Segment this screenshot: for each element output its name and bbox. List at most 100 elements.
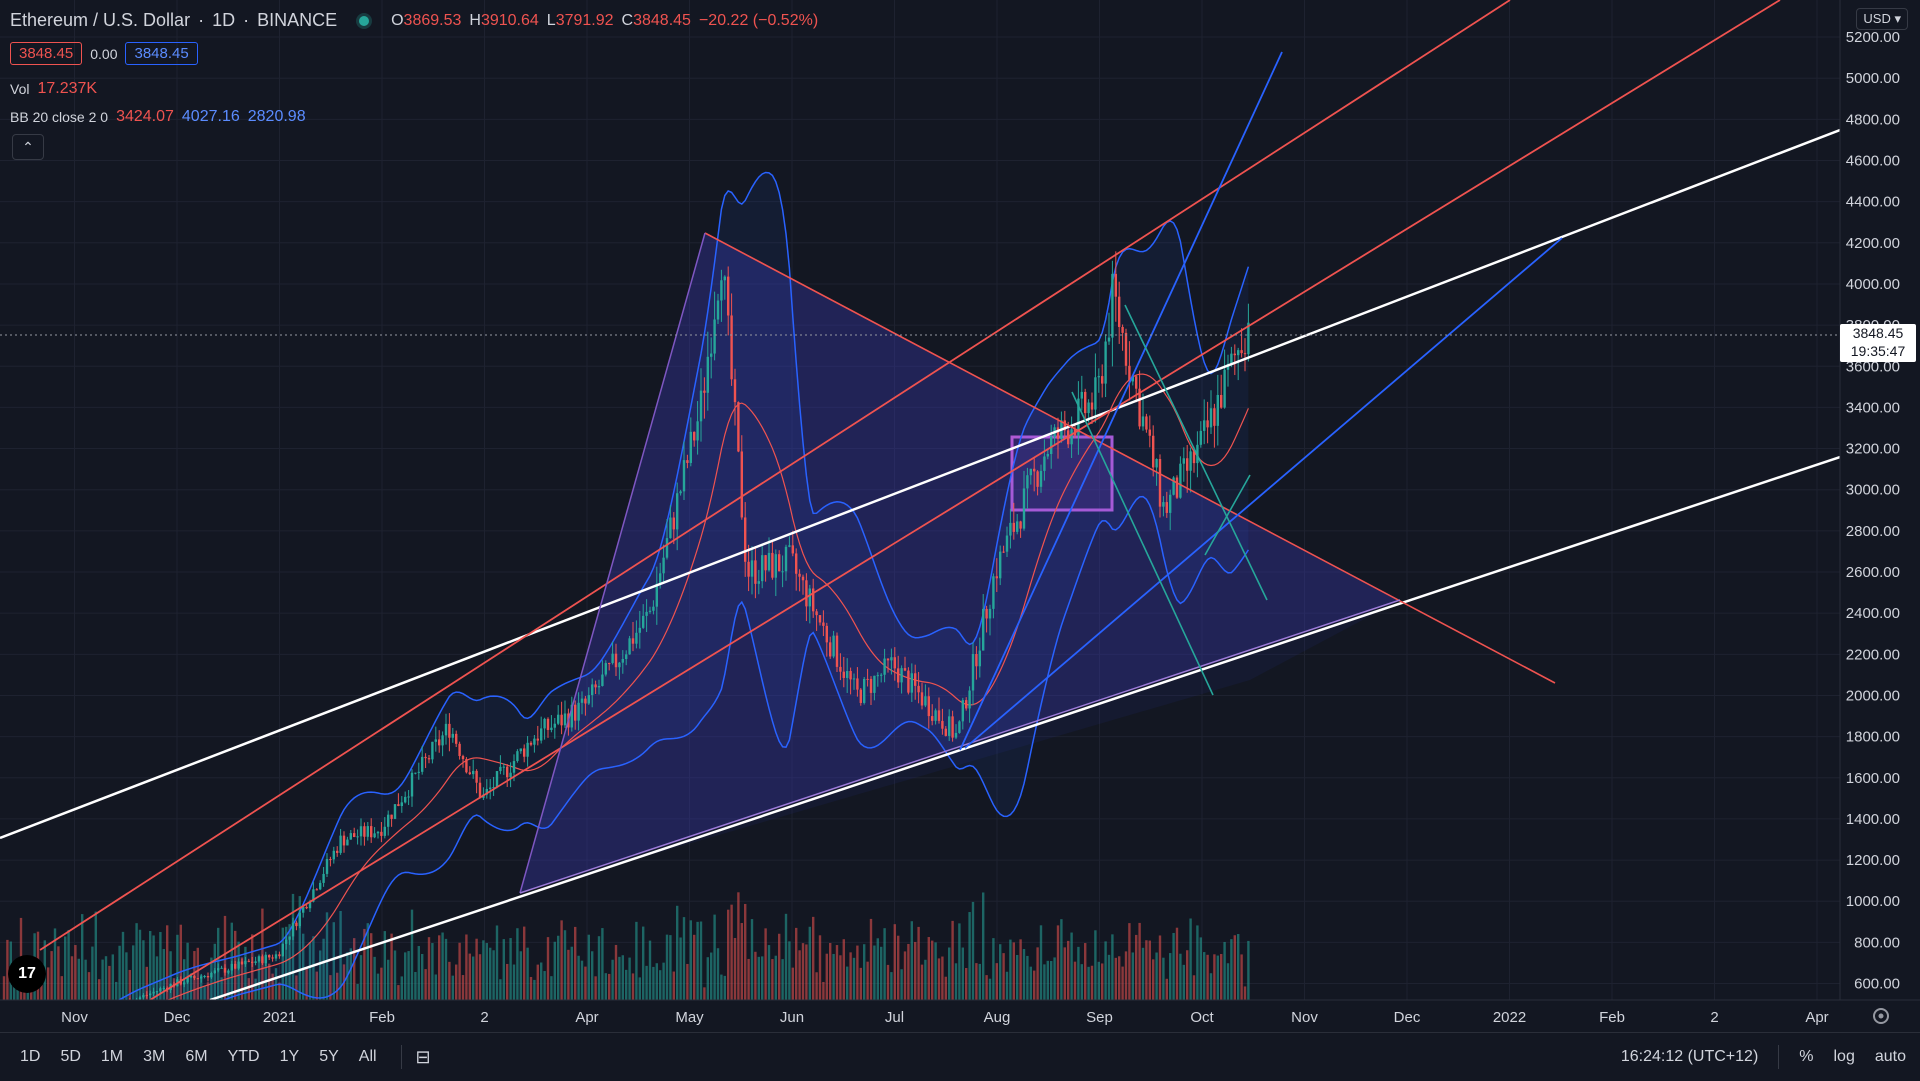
gear-icon[interactable]	[1873, 1008, 1889, 1024]
candle-body	[118, 1006, 120, 1007]
candle-body	[1192, 451, 1196, 464]
change-value: −20.22 (−0.52%)	[698, 11, 819, 29]
volume-bar	[302, 933, 305, 1000]
candle-body	[10, 1024, 12, 1025]
volume-bar	[1009, 939, 1012, 1000]
volume-bar	[1240, 954, 1243, 1000]
candle-body	[1012, 522, 1015, 532]
volume-bar	[138, 929, 142, 1000]
price-axis[interactable]: 600.00 800.00 1000.00 1200.00 1400.00 1600.00…	[1846, 29, 1900, 993]
volume-bar	[1114, 957, 1117, 1000]
volume-bar	[370, 933, 373, 1000]
time-axis[interactable]: Nov Dec 2021 Feb 2 Apr May Jun Jul Aug Sep Oct Nov De…	[61, 1009, 1829, 1026]
range-button-1d[interactable]: 1D	[20, 1048, 41, 1065]
volume-bar	[954, 963, 958, 1000]
tradingview-logo[interactable]: 17	[8, 955, 46, 993]
x-tick-label: Nov	[1291, 1009, 1318, 1026]
candle-body	[1162, 502, 1165, 507]
range-button-3m[interactable]: 3M	[143, 1048, 166, 1065]
candle-body	[1155, 459, 1158, 468]
candle-body	[1114, 273, 1117, 297]
candle-body	[594, 684, 597, 688]
candle-body	[825, 625, 828, 643]
candle-body	[213, 970, 216, 973]
candle-body	[1036, 471, 1039, 487]
candle-body	[1104, 341, 1107, 384]
volume-bar	[808, 926, 811, 1000]
candle-body	[414, 772, 417, 774]
log-toggle[interactable]: log	[1833, 1048, 1855, 1065]
candle-body	[380, 831, 383, 836]
volume-bar	[356, 983, 359, 1000]
candle-body	[281, 943, 284, 957]
volume-bar	[407, 951, 410, 1000]
auto-toggle[interactable]: auto	[1874, 1048, 1906, 1065]
volume-bar	[444, 938, 448, 1000]
volume-label: Vol	[10, 81, 30, 97]
volume-bar	[455, 964, 458, 1000]
range-button-5y[interactable]: 5Y	[319, 1048, 339, 1065]
volume-legend[interactable]: Vol 17.237K	[10, 80, 97, 98]
y-tick-label: 1000.00	[1846, 893, 1900, 910]
candle-body	[965, 700, 968, 709]
candle-body	[608, 663, 611, 665]
candle-body	[635, 632, 638, 644]
volume-bar	[47, 967, 50, 1000]
candle-body	[903, 668, 907, 671]
candle-body	[682, 460, 686, 492]
candle-body	[1107, 337, 1111, 342]
date-range-icon[interactable]: ⊟	[415, 1046, 431, 1067]
volume-bar	[115, 981, 118, 1000]
percent-toggle[interactable]: %	[1799, 1048, 1814, 1065]
volume-bar	[703, 987, 706, 1000]
candle-body	[458, 743, 461, 757]
range-button-6m[interactable]: 6M	[185, 1048, 208, 1065]
currency-button[interactable]: USD ▾	[1856, 8, 1908, 30]
volume-bar	[1223, 941, 1226, 1000]
candle-body	[108, 1011, 110, 1012]
volume-bar	[937, 958, 941, 1000]
sell-button[interactable]: 3848.45	[10, 42, 83, 65]
candle-body	[485, 788, 488, 795]
candle-body	[842, 671, 845, 678]
range-button-5d[interactable]: 5D	[60, 1048, 81, 1065]
chart-canvas[interactable]: 600.00 800.00 1000.00 1200.00 1400.00 1600.00…	[0, 0, 1920, 1032]
volume-bar	[601, 928, 604, 1000]
candle-body	[502, 766, 505, 768]
candle-body	[186, 977, 189, 983]
volume-bar	[414, 971, 417, 1000]
candle-body	[1243, 353, 1247, 355]
clock-time[interactable]: 16:24:12 (UTC+12)	[1620, 1048, 1759, 1065]
range-button-1m[interactable]: 1M	[100, 1048, 124, 1065]
interval-label[interactable]: 1D	[212, 10, 236, 30]
volume-bar	[907, 943, 910, 1000]
triangle-fill-2	[520, 233, 1400, 893]
candle-body	[907, 670, 910, 693]
volume-bar	[693, 934, 696, 1000]
range-button-1y[interactable]: 1Y	[279, 1048, 300, 1065]
volume-bar	[931, 940, 934, 1000]
candle-body	[631, 638, 635, 644]
candle-body	[1247, 322, 1250, 355]
candle-body	[727, 276, 730, 316]
volume-bar	[812, 916, 815, 1000]
volume-bar	[1131, 952, 1134, 1000]
symbol-name[interactable]: Ethereum / U.S. Dollar	[10, 10, 191, 30]
volume-bar	[631, 973, 635, 1000]
bb-legend[interactable]: BB 20 close 2 0 3424.07 4027.16 2820.98	[10, 108, 306, 126]
y-tick-label: 3400.00	[1846, 399, 1900, 416]
collapse-legend-button[interactable]: ⌃	[12, 134, 44, 160]
volume-bar	[254, 978, 257, 1000]
candle-body	[237, 961, 240, 969]
range-button-all[interactable]: All	[358, 1048, 377, 1065]
range-button-ytd[interactable]: YTD	[227, 1048, 260, 1065]
candle-body	[288, 936, 291, 940]
market-status-icon[interactable]	[359, 15, 370, 26]
volume-bar	[523, 926, 526, 1000]
volume-bar	[1243, 986, 1247, 1000]
buy-button[interactable]: 3848.45	[125, 42, 198, 65]
candle-body	[512, 761, 516, 773]
candle-body	[64, 1026, 66, 1027]
trend-lines[interactable]	[0, 0, 1840, 1000]
candle-body	[1199, 430, 1202, 445]
